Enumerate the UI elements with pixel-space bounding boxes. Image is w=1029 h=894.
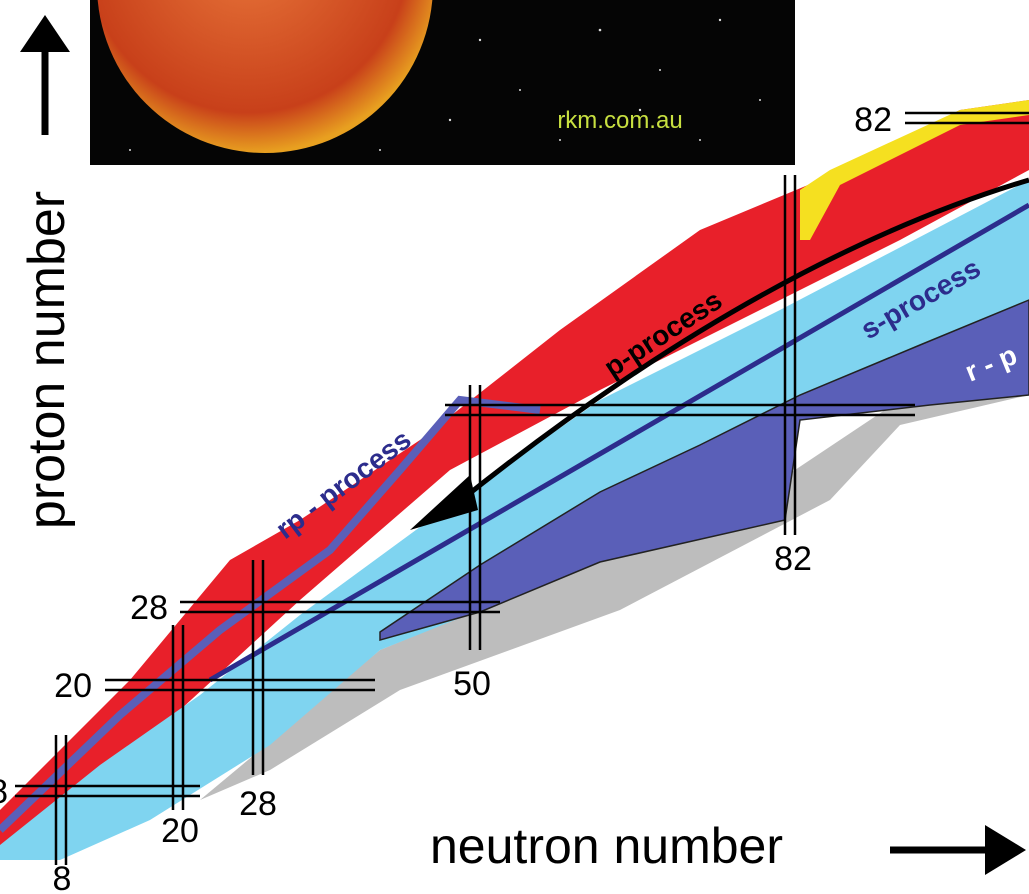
up-arrow-head bbox=[20, 15, 70, 52]
neutron-magic-label: 50 bbox=[453, 665, 491, 703]
y-axis-label: proton number bbox=[18, 191, 76, 529]
image-caption: rkm.com.au bbox=[557, 107, 682, 134]
proton-magic-label: 20 bbox=[54, 667, 92, 705]
neutron-magic-label: 82 bbox=[774, 540, 812, 578]
neutron-magic-label: 28 bbox=[239, 785, 277, 823]
nuclide-chart: rkm.com.au 8 20 28 50 82 8 20 28 82 rp -… bbox=[0, 0, 1029, 894]
proton-magic-label: 8 bbox=[0, 773, 8, 811]
proton-magic-label: 82 bbox=[854, 101, 892, 139]
header-image: rkm.com.au bbox=[90, 0, 795, 165]
neutron-magic-label: 8 bbox=[53, 860, 72, 894]
neutron-magic-label: 20 bbox=[161, 812, 199, 850]
stable-region bbox=[0, 180, 1029, 860]
proton-magic-label: 28 bbox=[130, 589, 168, 627]
right-arrow-head bbox=[985, 825, 1026, 875]
x-axis-label: neutron number bbox=[430, 818, 783, 874]
